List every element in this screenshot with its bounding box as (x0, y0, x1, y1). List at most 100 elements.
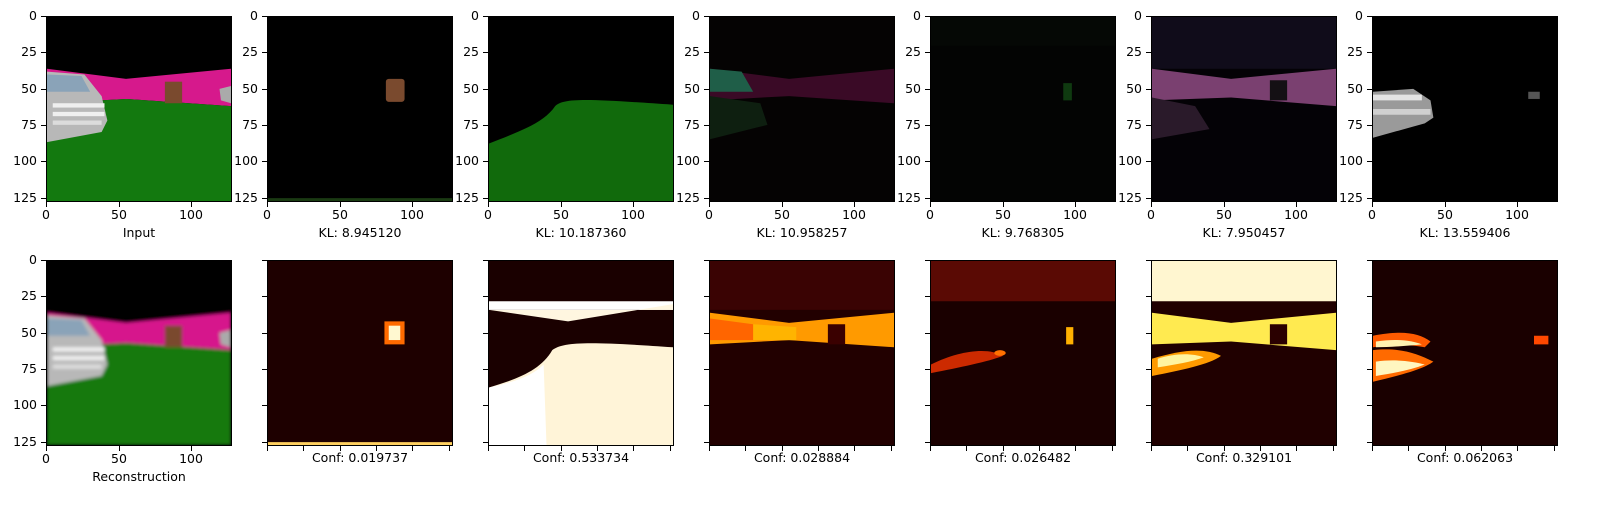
y-tick (41, 442, 46, 443)
x-tick-label: 50 (774, 207, 790, 222)
y-tick-label: 100 (1339, 153, 1363, 168)
x-tick (597, 446, 598, 451)
confidence-image-1 (267, 260, 453, 446)
y-tick (925, 369, 930, 370)
y-tick (1146, 442, 1151, 443)
y-tick (1146, 89, 1151, 90)
x-tick (854, 202, 855, 207)
x-tick (191, 446, 192, 451)
y-tick-label: 100 (1118, 153, 1142, 168)
x-tick (376, 446, 377, 451)
y-tick (1367, 125, 1372, 126)
y-tick (483, 442, 488, 443)
y-tick (704, 125, 709, 126)
x-tick-label: 50 (332, 207, 348, 222)
x-tick (449, 446, 450, 451)
x-tick (524, 446, 525, 451)
y-tick (262, 16, 267, 17)
y-tick (704, 369, 709, 370)
y-tick-label: 25 (684, 44, 700, 59)
y-tick (483, 333, 488, 334)
slot-image-0 (46, 16, 232, 202)
y-tick (1146, 333, 1151, 334)
confidence-caption: Reconstruction (92, 469, 186, 484)
confidence-caption: Conf: 0.019737 (311, 450, 409, 465)
x-tick (1333, 446, 1334, 451)
x-tick (1517, 446, 1518, 451)
x-tick (1224, 446, 1225, 451)
y-tick (483, 296, 488, 297)
x-tick (340, 202, 341, 207)
y-tick-label: 25 (905, 44, 921, 59)
y-tick-label: 50 (21, 81, 37, 96)
y-tick (925, 161, 930, 162)
x-tick (670, 446, 671, 451)
confidence-image-2 (488, 260, 674, 446)
y-tick (483, 161, 488, 162)
y-tick-label: 75 (684, 117, 700, 132)
y-tick-label: 100 (676, 153, 700, 168)
y-tick (1146, 198, 1151, 199)
y-tick (1146, 369, 1151, 370)
y-tick-label: 25 (21, 44, 37, 59)
y-tick (704, 52, 709, 53)
x-tick-label: 50 (553, 207, 569, 222)
x-tick (46, 202, 47, 207)
confidence-caption: Conf: 0.533734 (532, 450, 630, 465)
confidence-caption: Conf: 0.028884 (753, 450, 851, 465)
y-tick (483, 16, 488, 17)
x-tick-label: 0 (1147, 207, 1155, 222)
x-tick-label: 0 (1368, 207, 1376, 222)
x-tick-label: 100 (1284, 207, 1308, 222)
x-tick (1151, 446, 1152, 451)
x-tick (488, 446, 489, 451)
y-tick-label: 125 (1339, 190, 1363, 205)
y-tick-label: 100 (234, 153, 258, 168)
y-tick (925, 16, 930, 17)
y-tick (41, 16, 46, 17)
y-tick-label: 0 (1134, 8, 1142, 23)
y-tick (1367, 442, 1372, 443)
y-tick (1146, 161, 1151, 162)
y-tick (262, 52, 267, 53)
x-tick (1224, 202, 1225, 207)
x-tick (340, 446, 341, 451)
y-tick-label: 75 (1347, 117, 1363, 132)
x-tick (1554, 446, 1555, 451)
x-tick (1075, 446, 1076, 451)
x-tick (1296, 202, 1297, 207)
x-tick (119, 446, 120, 451)
y-tick (1367, 198, 1372, 199)
x-tick (488, 202, 489, 207)
x-tick-label: 100 (621, 207, 645, 222)
x-tick-label: 100 (842, 207, 866, 222)
y-tick-label: 75 (905, 117, 921, 132)
x-tick (267, 202, 268, 207)
y-tick-label: 100 (13, 397, 37, 412)
y-tick-label: 125 (234, 190, 258, 205)
y-tick (483, 260, 488, 261)
slot-image-1 (267, 16, 453, 202)
x-tick (412, 446, 413, 451)
x-tick (709, 446, 710, 451)
slot-caption: KL: 9.768305 (981, 225, 1065, 240)
slot-image-6 (1372, 16, 1558, 202)
y-tick (41, 296, 46, 297)
y-tick-label: 25 (1126, 44, 1142, 59)
y-tick-label: 50 (905, 81, 921, 96)
confidence-image-4 (930, 260, 1116, 446)
y-tick (704, 16, 709, 17)
x-tick (1075, 202, 1076, 207)
x-tick (782, 202, 783, 207)
x-tick-label: 50 (111, 207, 127, 222)
x-tick-label: 0 (42, 207, 50, 222)
y-tick-label: 0 (29, 252, 37, 267)
x-tick-label: 100 (179, 207, 203, 222)
x-tick (1260, 446, 1261, 451)
slot-image-3 (709, 16, 895, 202)
y-tick (704, 296, 709, 297)
y-tick (41, 125, 46, 126)
y-tick-label: 25 (242, 44, 258, 59)
y-tick (483, 405, 488, 406)
y-tick (41, 198, 46, 199)
